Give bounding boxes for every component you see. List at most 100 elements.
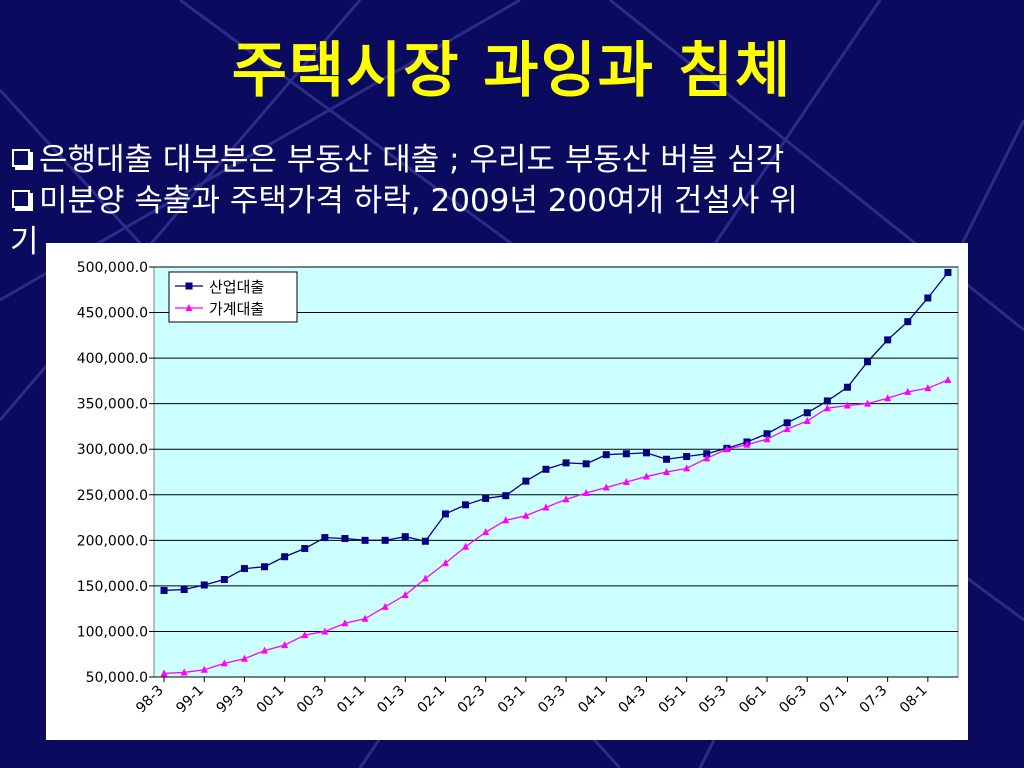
- data-point-marker: [502, 516, 510, 524]
- y-tick-label: 400,000.0: [77, 351, 148, 367]
- checkbox-bullet-icon: [12, 149, 30, 167]
- data-point-marker: [281, 641, 289, 649]
- data-point-marker: [321, 534, 329, 542]
- x-tick-label: 06-1: [736, 683, 770, 717]
- x-tick-label: 00-1: [254, 683, 288, 717]
- data-point-marker: [864, 399, 872, 407]
- legend-marker: [185, 304, 193, 311]
- data-point-marker: [421, 574, 429, 582]
- y-tick-label: 300,000.0: [77, 442, 148, 458]
- data-point-marker: [301, 545, 309, 553]
- data-point-marker: [542, 503, 550, 511]
- x-tick-label: 04-3: [615, 683, 649, 717]
- data-point-marker: [703, 450, 711, 458]
- data-point-marker: [180, 668, 188, 676]
- data-point-marker: [803, 416, 811, 424]
- y-tick-label: 350,000.0: [77, 397, 148, 413]
- data-point-marker: [361, 536, 369, 544]
- x-tick-label: 05-3: [696, 683, 730, 717]
- data-point-marker: [582, 460, 590, 468]
- data-point-marker: [944, 268, 952, 276]
- x-tick-label: 03-3: [535, 683, 569, 717]
- data-point-marker: [944, 375, 952, 383]
- data-point-marker: [381, 602, 389, 610]
- data-point-marker: [240, 654, 248, 662]
- x-tick-label: 01-3: [374, 683, 408, 717]
- data-point-marker: [180, 586, 188, 594]
- data-point-marker: [904, 318, 912, 326]
- data-point-marker: [843, 383, 851, 391]
- data-point-marker: [884, 336, 892, 344]
- bullet-text: 기: [10, 224, 39, 260]
- data-point-marker: [803, 409, 811, 417]
- series-line: [164, 272, 949, 592]
- y-tick-label: 200,000.0: [77, 533, 148, 549]
- data-point-marker: [261, 563, 269, 571]
- x-tick-label: 02-1: [414, 683, 448, 717]
- data-point-marker: [683, 464, 691, 472]
- data-point-marker: [642, 449, 650, 457]
- y-tick-label: 100,000.0: [77, 624, 148, 640]
- data-point-marker: [884, 394, 892, 402]
- data-point-marker: [441, 559, 449, 567]
- x-tick-label: 02-3: [455, 683, 489, 717]
- data-point-marker: [401, 591, 409, 598]
- data-point-marker: [723, 445, 731, 453]
- x-tick-label: 07-1: [816, 683, 850, 717]
- data-point-marker: [421, 537, 429, 545]
- data-point-marker: [200, 665, 208, 673]
- legend-label: 산업대출: [209, 278, 264, 296]
- data-point-marker: [783, 425, 791, 433]
- data-point-marker: [763, 435, 771, 443]
- bullet-item: 은행대출 대부분은 부동산 대출 ; 우리도 부동산 버블 심각: [10, 140, 1010, 181]
- data-point-marker: [341, 619, 349, 627]
- x-tick-label: 99-3: [213, 683, 247, 717]
- data-point-marker: [663, 455, 671, 463]
- data-point-marker: [220, 576, 228, 584]
- x-tick-label: 03-1: [495, 683, 529, 717]
- x-tick-label: 01-1: [334, 683, 368, 717]
- data-point-marker: [441, 510, 449, 518]
- y-tick-label: 250,000.0: [77, 488, 148, 504]
- bullet-list: 은행대출 대부분은 부동산 대출 ; 우리도 부동산 버블 심각 미분양 속출과…: [10, 140, 1010, 263]
- data-point-marker: [522, 511, 530, 519]
- data-point-marker: [482, 494, 490, 502]
- data-point-marker: [622, 450, 630, 458]
- data-point-marker: [843, 401, 851, 409]
- data-point-marker: [783, 419, 791, 427]
- bullet-text: 은행대출 대부분은 부동산 대출 ; 우리도 부동산 버블 심각: [39, 142, 785, 178]
- data-point-marker: [482, 528, 490, 536]
- x-tick-label: 07-3: [857, 683, 891, 717]
- x-tick-label: 98-3: [133, 683, 167, 717]
- y-tick-label: 50,000.0: [86, 670, 148, 686]
- data-point-marker: [562, 459, 570, 467]
- data-point-marker: [200, 581, 208, 589]
- data-point-marker: [602, 451, 610, 459]
- legend-marker: [185, 282, 193, 290]
- data-point-marker: [301, 631, 309, 639]
- data-point-marker: [823, 397, 831, 405]
- bullet-text: 미분양 속출과 주택가격 하락, 2009년 200여개 건설사 위: [39, 183, 798, 219]
- data-point-marker: [823, 404, 831, 412]
- x-tick-label: 04-1: [575, 683, 609, 717]
- data-point-marker: [240, 565, 248, 573]
- data-point-marker: [582, 488, 590, 496]
- data-point-marker: [160, 669, 168, 677]
- data-point-marker: [743, 440, 751, 448]
- y-tick-label: 450,000.0: [77, 306, 148, 322]
- x-tick-label: 99-1: [173, 683, 207, 717]
- checkbox-bullet-icon: [12, 190, 30, 208]
- data-point-marker: [763, 430, 771, 438]
- data-point-marker: [924, 294, 932, 302]
- data-point-marker: [462, 542, 470, 550]
- data-point-marker: [562, 495, 570, 503]
- y-tick-label: 500,000.0: [77, 260, 148, 276]
- data-point-marker: [663, 468, 671, 475]
- data-point-marker: [642, 472, 650, 480]
- data-point-marker: [864, 358, 872, 366]
- data-point-marker: [281, 553, 289, 561]
- slide-title: 주택시장 과잉과 침체: [231, 36, 793, 106]
- loan-line-chart: 500,000.0 450,000.0 400,000.0 350,000.0 300,…: [77, 260, 959, 717]
- data-point-marker: [703, 454, 711, 462]
- data-point-marker: [321, 627, 329, 635]
